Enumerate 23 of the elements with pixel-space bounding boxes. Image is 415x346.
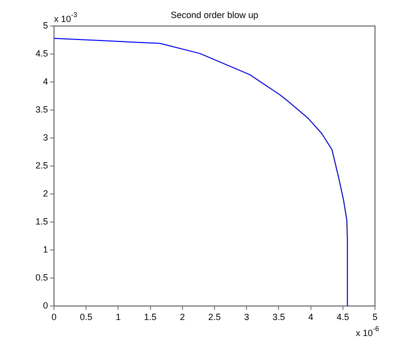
y-tick-label: 4: [42, 76, 48, 86]
x-tick-label: 4.5: [336, 312, 350, 322]
chart-title: Second order blow up: [170, 10, 258, 20]
y-tick-label: 1: [42, 244, 48, 254]
y-tick-label: 3.5: [35, 104, 48, 114]
x-tick-label: 0: [51, 312, 57, 322]
x-tick-label: 3: [244, 312, 250, 322]
y-tick-label: 1.5: [35, 216, 48, 226]
x-tick-label: 1.5: [144, 312, 157, 322]
y-tick-label: 0.5: [35, 272, 48, 282]
y-tick-label: 0: [42, 300, 48, 310]
x-tick-label: 5: [372, 312, 378, 322]
x-tick-label: 0.5: [80, 312, 92, 322]
x-tick-label: 2: [180, 312, 185, 322]
x-tick-label: 2.5: [208, 312, 221, 322]
y-tick-label: 3: [42, 132, 48, 142]
y-tick-label: 2.5: [35, 160, 48, 170]
y-tick-label: 5: [42, 20, 48, 30]
x-tick-label: 3.5: [272, 312, 285, 322]
y-tick-label: 4.5: [35, 48, 48, 58]
y-tick-label: 2: [42, 188, 48, 198]
x-tick-label: 4: [308, 312, 314, 322]
x-tick-label: 1: [116, 312, 121, 322]
